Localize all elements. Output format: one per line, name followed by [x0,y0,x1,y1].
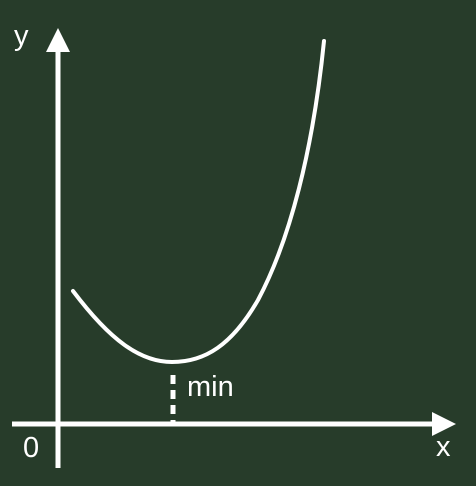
x-axis-label: x [436,431,451,463]
minimum-label: min [187,371,234,403]
y-axis-label: y [14,20,29,52]
function-curve [71,39,326,365]
y-axis-arrowhead [46,28,70,52]
origin-label: 0 [23,432,40,464]
x-axis-arrowhead [432,412,456,436]
